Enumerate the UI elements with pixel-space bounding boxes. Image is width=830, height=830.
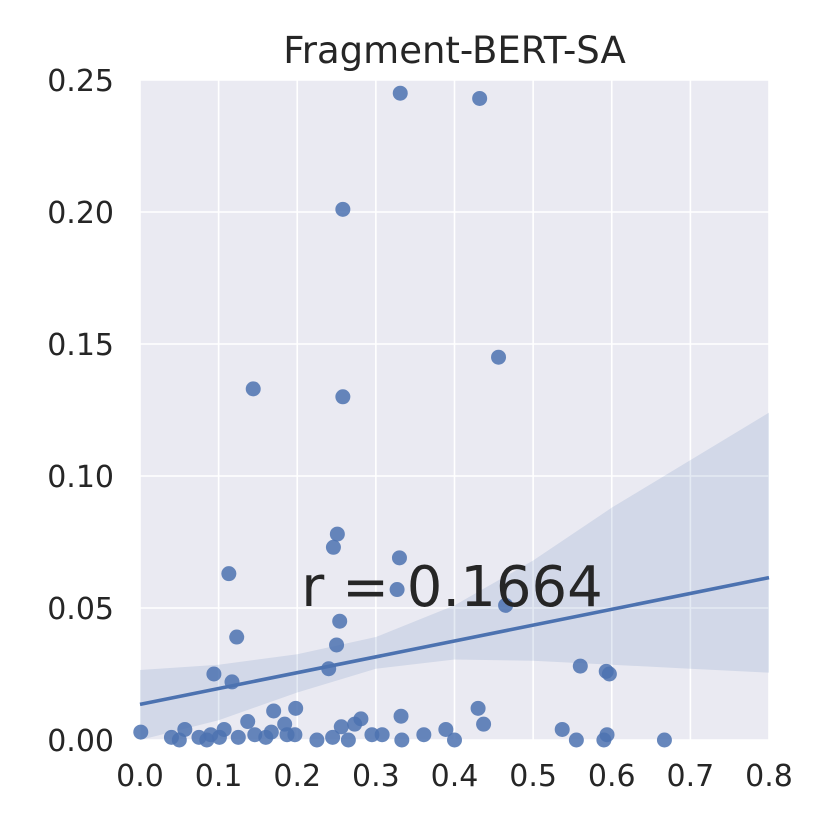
data-point — [266, 703, 282, 719]
data-point — [335, 389, 351, 405]
y-tick-label: 0.25 — [47, 64, 114, 99]
regression-line-path — [139, 575, 770, 707]
data-point — [206, 666, 222, 682]
y-tick-label: 0.00 — [47, 724, 114, 759]
data-point — [374, 727, 390, 743]
data-point — [335, 201, 351, 217]
data-point — [391, 550, 407, 566]
data-point — [329, 637, 345, 653]
x-tick-label: 0.6 — [588, 759, 636, 794]
data-point — [211, 729, 227, 745]
x-tick-label: 0.4 — [431, 759, 479, 794]
data-point — [288, 700, 304, 716]
regression-line — [139, 575, 770, 707]
x-tick-label: 0.3 — [352, 759, 400, 794]
x-tick-label: 0.7 — [667, 759, 715, 794]
data-point — [309, 732, 325, 748]
data-point — [470, 700, 486, 716]
data-point — [329, 526, 345, 542]
data-point — [332, 613, 348, 629]
x-tick-label: 0.1 — [195, 759, 243, 794]
data-point — [476, 716, 492, 732]
y-tick-labels: 0.00 0.05 0.10 0.15 0.20 0.25 — [47, 64, 114, 759]
data-point — [393, 708, 409, 724]
data-point — [333, 719, 349, 735]
data-point — [229, 629, 245, 645]
x-tick-label: 0.0 — [116, 759, 164, 794]
data-points — [133, 85, 672, 748]
data-point — [392, 85, 408, 101]
confidence-band-area — [140, 412, 769, 740]
confidence-band — [140, 412, 769, 740]
data-point — [240, 714, 256, 730]
data-point — [498, 597, 514, 613]
data-point — [447, 732, 462, 748]
chart-title: Fragment-BERT-SA — [283, 29, 626, 72]
x-tick-label: 0.8 — [745, 759, 793, 794]
correlation-annotation: r = 0.1664 — [301, 555, 603, 620]
data-point — [389, 582, 405, 598]
data-point — [325, 539, 341, 555]
data-point — [438, 721, 454, 737]
data-point — [472, 90, 488, 106]
data-point — [340, 732, 356, 748]
data-point — [416, 727, 432, 743]
data-point — [568, 732, 584, 748]
data-point — [199, 732, 215, 748]
y-tick-label: 0.05 — [47, 592, 114, 627]
data-point — [230, 729, 246, 745]
data-point — [347, 716, 363, 732]
data-point — [171, 732, 187, 748]
data-point — [572, 658, 588, 674]
data-point — [491, 349, 507, 365]
data-point — [596, 732, 612, 748]
data-point — [325, 729, 341, 745]
data-point — [554, 721, 570, 737]
y-tick-label: 0.10 — [47, 460, 114, 495]
data-point — [321, 661, 337, 677]
data-point — [245, 381, 261, 397]
data-point — [394, 732, 410, 748]
x-tick-label: 0.5 — [509, 759, 557, 794]
data-point — [287, 727, 303, 743]
data-point — [601, 666, 617, 682]
x-tick-label: 0.2 — [273, 759, 321, 794]
y-tick-label: 0.20 — [47, 196, 114, 231]
data-point — [224, 674, 240, 690]
data-point — [656, 732, 672, 748]
data-point — [221, 566, 237, 582]
data-point — [258, 729, 274, 745]
x-tick-labels: 0.0 0.1 0.2 0.3 0.4 0.5 0.6 0.7 0.8 — [116, 759, 793, 794]
data-point — [133, 724, 149, 740]
y-tick-label: 0.15 — [47, 328, 114, 363]
